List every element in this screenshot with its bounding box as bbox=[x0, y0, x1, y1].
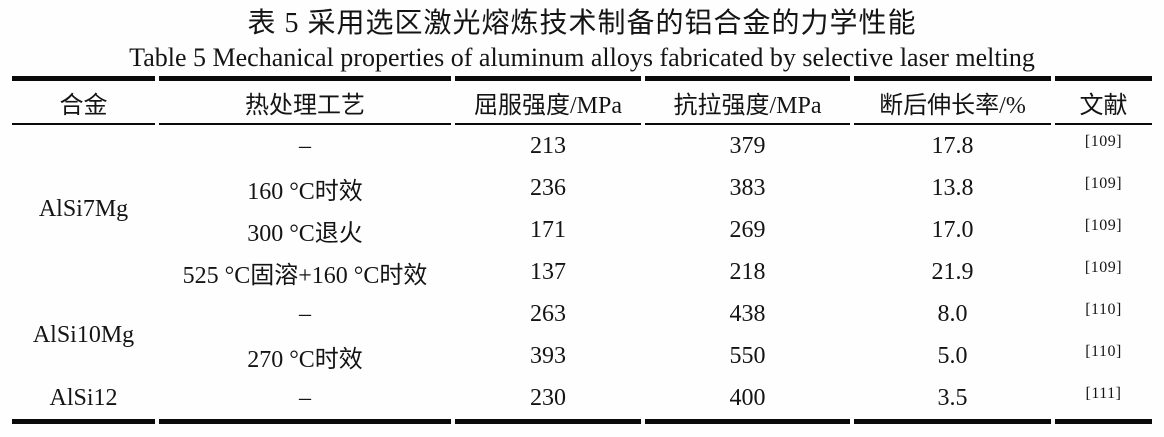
elongation-cell: 3.5 bbox=[854, 377, 1051, 424]
column-header-treatment: 热处理工艺 bbox=[159, 76, 451, 125]
table-row: AlSi10Mg – 263 438 8.0 [110] bbox=[12, 293, 1152, 348]
reference-superscript: [109] bbox=[1084, 132, 1123, 150]
yield-strength-cell: 236 bbox=[530, 174, 566, 201]
alloy-cell: AlSi12 bbox=[12, 377, 155, 424]
reference-cell: [109] bbox=[1055, 251, 1152, 293]
alloy-cell: AlSi10Mg bbox=[32, 321, 135, 348]
column-header-tensile-strength: 抗拉强度/MPa bbox=[645, 76, 850, 125]
yield-strength-cell: 230 bbox=[455, 377, 641, 424]
reference-cell: [109] bbox=[1055, 209, 1152, 251]
yield-strength-cell: 137 bbox=[530, 258, 566, 285]
column-header-elongation: 断后伸长率/% bbox=[854, 76, 1051, 125]
elongation-cell: 8.0 bbox=[937, 300, 968, 327]
alloy-cell: AlSi7Mg bbox=[38, 195, 129, 222]
table-row: 300 °C退火 171 269 17.0 [109] bbox=[12, 209, 1152, 251]
reference-cell: [110] bbox=[1055, 293, 1152, 335]
table-row: AlSi7Mg – 213 379 17.8 [109] bbox=[12, 125, 1152, 222]
table-caption-chinese: 表 5 采用选区激光熔炼技术制备的铝合金的力学性能 bbox=[247, 8, 917, 39]
treatment-cell: 160 °C时效 bbox=[247, 178, 363, 205]
treatment-cell: – bbox=[159, 377, 451, 424]
yield-strength-cell: 171 bbox=[530, 216, 566, 243]
yield-strength-cell: 393 bbox=[530, 342, 566, 369]
yield-strength-cell: 263 bbox=[530, 300, 566, 327]
treatment-cell: 270 °C时效 bbox=[247, 346, 363, 373]
yield-strength-cell: 213 bbox=[530, 132, 566, 159]
reference-cell: [109] bbox=[1055, 125, 1152, 167]
table-row: 270 °C时效 393 550 5.0 [110] bbox=[12, 335, 1152, 377]
elongation-cell: 5.0 bbox=[937, 342, 968, 369]
tensile-strength-cell: 379 bbox=[729, 132, 766, 159]
mechanical-properties-table: 合金 热处理工艺 屈服强度/MPa 抗拉强度/MPa 断后伸长率/% 文献 Al… bbox=[8, 76, 1156, 424]
tensile-strength-cell: 269 bbox=[729, 216, 766, 243]
treatment-cell: 525 °C固溶+160 °C时效 bbox=[182, 262, 428, 289]
column-header-yield-strength: 屈服强度/MPa bbox=[455, 76, 641, 125]
tensile-strength-cell: 383 bbox=[729, 174, 766, 201]
treatment-cell: – bbox=[299, 300, 311, 327]
elongation-cell: 17.0 bbox=[931, 216, 974, 243]
table-row: 525 °C固溶+160 °C时效 137 218 21.9 [109] bbox=[12, 251, 1152, 293]
treatment-cell: – bbox=[299, 132, 311, 159]
tensile-strength-cell: 400 bbox=[645, 377, 850, 424]
reference-cell: [110] bbox=[1055, 335, 1152, 377]
header-row: 合金 热处理工艺 屈服强度/MPa 抗拉强度/MPa 断后伸长率/% 文献 bbox=[12, 76, 1152, 125]
column-header-alloy: 合金 bbox=[12, 76, 155, 125]
elongation-cell: 21.9 bbox=[931, 258, 974, 285]
reference-superscript: [111] bbox=[1085, 384, 1122, 402]
elongation-cell: 17.8 bbox=[931, 132, 974, 159]
treatment-cell: 300 °C退火 bbox=[247, 220, 363, 247]
tensile-strength-cell: 218 bbox=[729, 258, 766, 285]
reference-superscript: [110] bbox=[1085, 300, 1122, 318]
reference-superscript: [110] bbox=[1085, 342, 1122, 360]
reference-cell: [109] bbox=[1055, 167, 1152, 209]
column-header-reference: 文献 bbox=[1055, 76, 1152, 125]
table-row: 160 °C时效 236 383 13.8 [109] bbox=[12, 167, 1152, 209]
reference-superscript: [109] bbox=[1084, 258, 1123, 276]
tensile-strength-cell: 438 bbox=[729, 300, 766, 327]
table-row: AlSi12 – 230 400 3.5 [111] bbox=[12, 377, 1152, 424]
reference-superscript: [109] bbox=[1084, 174, 1123, 192]
table-caption-english: Table 5 Mechanical properties of aluminu… bbox=[129, 43, 1035, 72]
reference-superscript: [109] bbox=[1084, 216, 1123, 234]
reference-cell: [111] bbox=[1055, 377, 1152, 424]
elongation-cell: 13.8 bbox=[931, 174, 974, 201]
tensile-strength-cell: 550 bbox=[729, 342, 766, 369]
